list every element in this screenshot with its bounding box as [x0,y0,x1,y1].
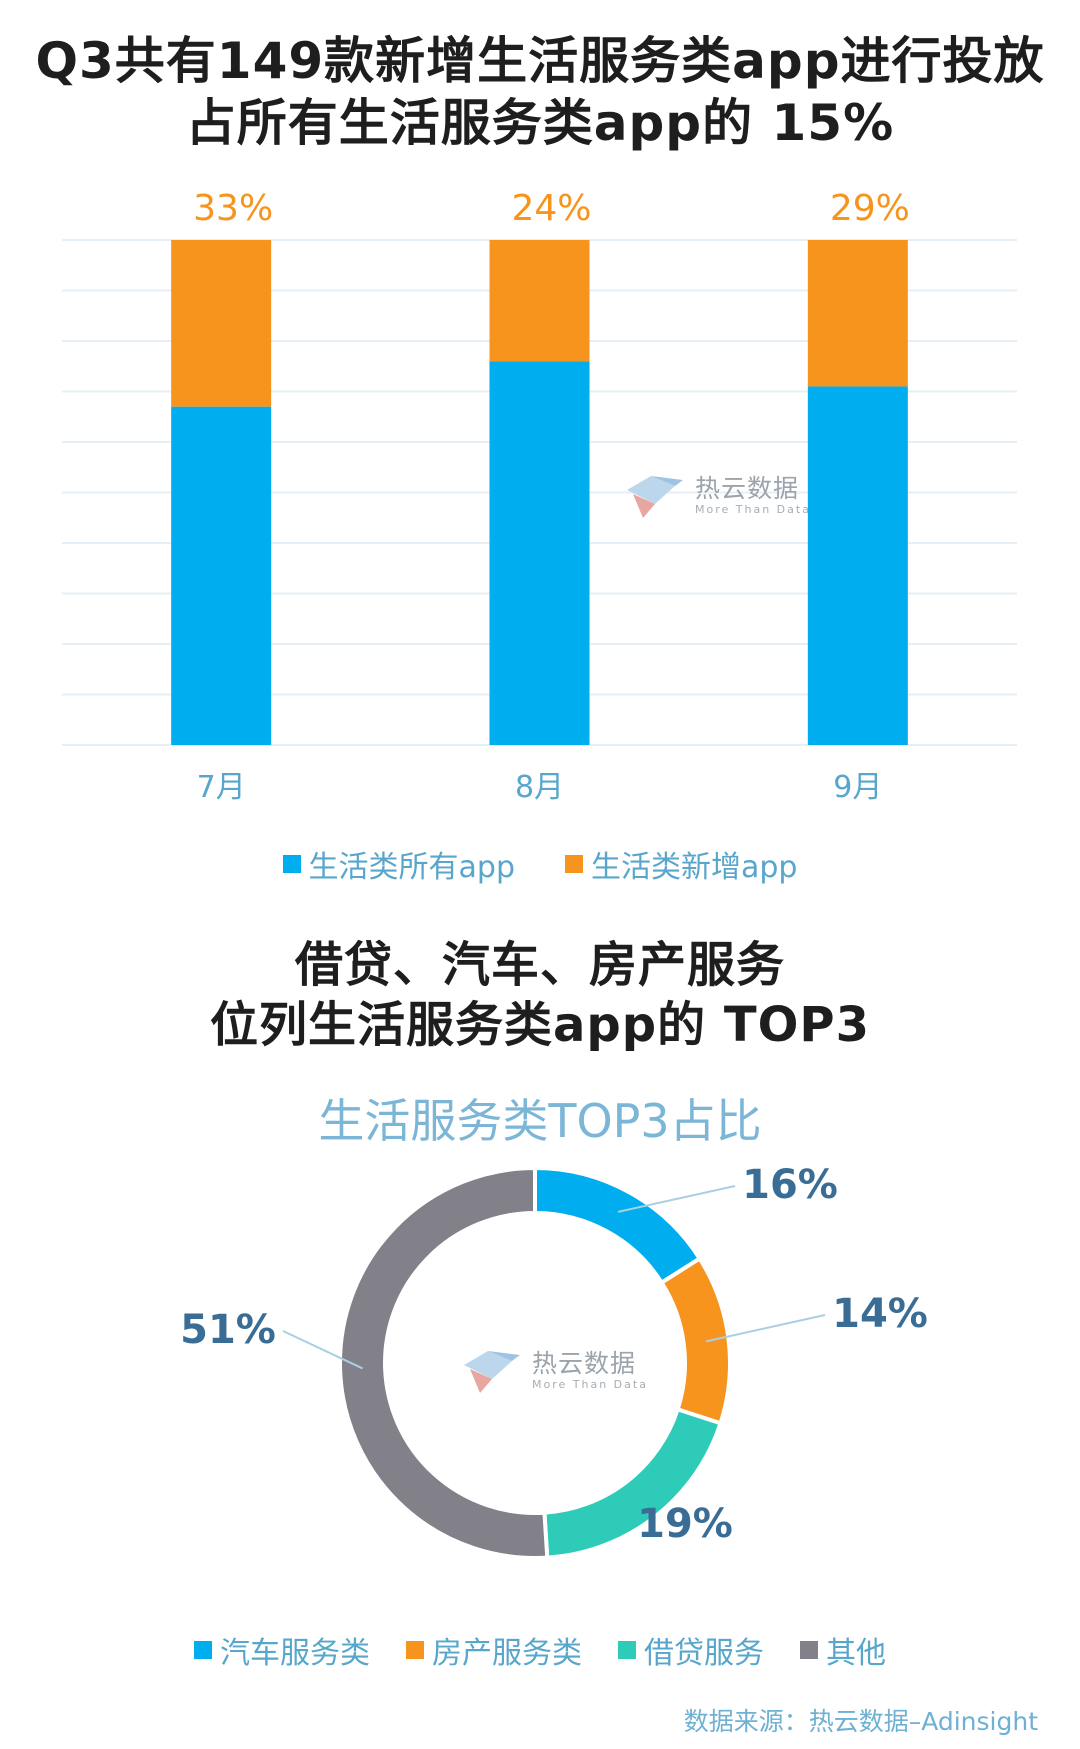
leader-line [282,1330,364,1370]
legend-label: 房产服务类 [432,1636,582,1671]
bar-segment [489,361,590,745]
legend-label: 汽车服务类 [220,1636,370,1671]
bar-top-label: 24% [511,188,591,229]
leader-line [617,1185,736,1213]
donut-slice [533,1165,703,1286]
legend-item-realestate: 房产服务类 [406,1628,582,1672]
bar-segment [807,240,908,387]
donut-headline-line2: 位列生活服务类app的 TOP3 [210,997,870,1053]
donut-slice [658,1255,732,1426]
legend-swatch [618,1641,636,1659]
donut-value-label: 16% [742,1162,838,1208]
watermark-logo: 热云数据 More Than Data [625,470,811,520]
bar-chart-legend: 生活类所有app 生活类新增app [0,842,1080,886]
legend-label: 借贷服务 [644,1636,764,1671]
donut-slice [542,1406,723,1560]
bar-segment [171,406,272,745]
data-source-note: 数据来源：热云数据–Adinsight [683,1707,1038,1736]
legend-swatch-blue [282,855,301,873]
watermark-cn: 热云数据 [532,1348,637,1378]
legend-label: 生活类新增app [591,850,798,885]
bar-segment [171,240,272,407]
x-tick-label: 9月 [833,770,882,805]
donut-value-label: 19% [637,1501,733,1547]
donut-chart-legend: 汽车服务类 房产服务类 借贷服务 其他 [0,1628,1080,1672]
legend-swatch [800,1641,818,1659]
bar-chart-headline-line1: Q3共有149款新增生活服务类app进行投放 [35,32,1045,90]
bar-chart-headline-line2: 占所有生活服务类app的 15% [185,94,895,152]
cloud-logo-icon [464,1351,520,1393]
watermark-cn: 热云数据 [695,473,800,503]
legend-item-other: 其他 [800,1628,886,1672]
donut-value-label: 51% [180,1307,276,1353]
bar-top-label: 29% [830,188,910,229]
x-tick-label: 7月 [197,770,246,805]
legend-item-loan: 借贷服务 [618,1628,764,1672]
cloud-logo-icon [627,476,683,518]
stacked-bar-chart: 33% 7月 24% 8月 29% 9月 [62,188,1017,805]
bar-segment [807,386,908,745]
donut-headline-line1: 借贷、汽车、房产服务 [294,937,785,993]
watermark-logo: 热云数据 More Than Data [462,1345,648,1395]
legend-swatch-orange [565,855,583,873]
legend-item-new-apps: 生活类新增app [565,842,797,886]
leader-line [705,1314,826,1343]
legend-label: 其他 [826,1636,886,1671]
legend-swatch [406,1641,424,1659]
bar-segment [489,240,590,362]
legend-label: 生活类所有app [308,850,515,885]
donut-chart-title: 生活服务类TOP3占比 [318,1094,762,1148]
watermark-en: More Than Data [532,1377,648,1391]
legend-swatch [194,1641,212,1659]
bar-top-label: 33% [193,188,273,229]
x-tick-label: 8月 [515,770,564,805]
legend-item-auto: 汽车服务类 [194,1628,370,1672]
watermark-en: More Than Data [695,502,811,516]
legend-item-all-apps: 生活类所有app [282,842,515,886]
donut-value-label: 14% [832,1291,928,1337]
